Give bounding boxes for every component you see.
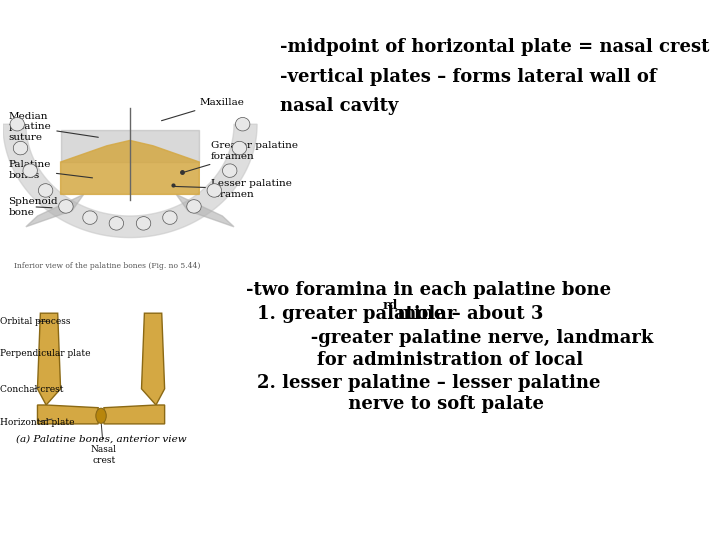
Text: Perpendicular plate: Perpendicular plate [0, 349, 91, 358]
Ellipse shape [222, 164, 237, 177]
Ellipse shape [235, 117, 250, 131]
Text: nasal cavity: nasal cavity [280, 97, 399, 115]
Polygon shape [37, 405, 98, 424]
Text: Horizontal plate: Horizontal plate [0, 418, 74, 427]
Text: Nasal
crest: Nasal crest [91, 424, 117, 465]
Text: Greater palatine
foramen: Greater palatine foramen [184, 141, 298, 172]
Ellipse shape [96, 408, 107, 423]
Text: Median
palatine
suture: Median palatine suture [9, 112, 99, 142]
Text: rd: rd [383, 299, 398, 312]
Text: molar: molar [392, 305, 457, 323]
Text: 1. greater palatine – about 3: 1. greater palatine – about 3 [257, 305, 544, 323]
Text: Maxillae: Maxillae [161, 98, 244, 121]
Text: -greater palatine nerve, landmark: -greater palatine nerve, landmark [292, 329, 653, 347]
Text: Conchal crest: Conchal crest [0, 386, 63, 394]
Ellipse shape [38, 184, 53, 197]
Ellipse shape [23, 164, 37, 177]
Ellipse shape [13, 141, 28, 155]
Polygon shape [3, 124, 257, 238]
Ellipse shape [59, 200, 73, 213]
Ellipse shape [163, 211, 177, 224]
Ellipse shape [83, 211, 97, 224]
Text: 2. lesser palatine – lesser palatine: 2. lesser palatine – lesser palatine [257, 374, 600, 391]
Text: for administration of local: for administration of local [292, 351, 583, 369]
Ellipse shape [10, 117, 24, 131]
Text: Inferior view of the palatine bones (Fig. no 5.44): Inferior view of the palatine bones (Fig… [14, 262, 201, 270]
Ellipse shape [232, 141, 247, 155]
Text: nerve to soft palate: nerve to soft palate [292, 395, 544, 413]
Polygon shape [37, 313, 60, 405]
Text: Lesser palatine
foramen: Lesser palatine foramen [174, 179, 292, 199]
Text: -midpoint of horizontal plate = nasal crest: -midpoint of horizontal plate = nasal cr… [280, 38, 710, 56]
Text: Palatine
bones: Palatine bones [9, 160, 92, 180]
Text: -two foramina in each palatine bone: -two foramina in each palatine bone [246, 281, 611, 299]
Text: -vertical plates – forms lateral wall of: -vertical plates – forms lateral wall of [280, 68, 657, 85]
Polygon shape [26, 194, 84, 227]
Text: Sphenoid
bone: Sphenoid bone [9, 197, 58, 217]
Text: (a) Palatine bones, anterior view: (a) Palatine bones, anterior view [16, 435, 186, 444]
Ellipse shape [109, 217, 124, 230]
Ellipse shape [207, 184, 222, 197]
Polygon shape [104, 405, 165, 424]
Ellipse shape [186, 200, 201, 213]
Text: Orbital process: Orbital process [0, 317, 71, 326]
Polygon shape [176, 194, 234, 227]
Polygon shape [142, 313, 165, 405]
Ellipse shape [136, 217, 150, 230]
Polygon shape [60, 140, 199, 194]
